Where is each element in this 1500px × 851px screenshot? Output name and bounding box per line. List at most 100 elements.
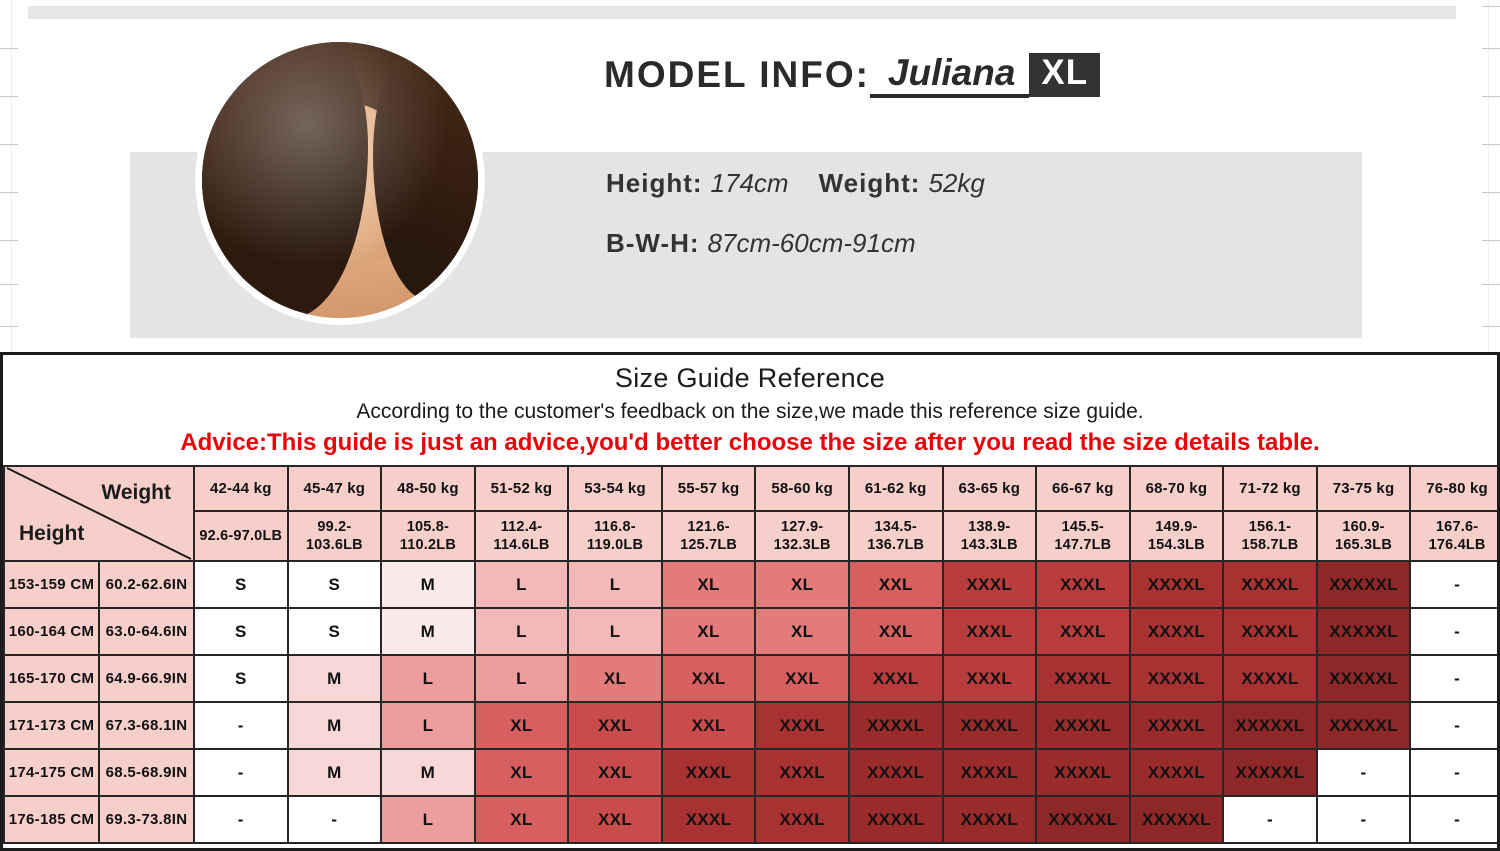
- weight-lb-header-row: 92.6-97.0LB 99.2- 103.6LB 105.8- 110.2LB 112.…: [4, 510, 1497, 562]
- size-chart-head: Weight Height 42-44 kg 45-47 kg 48-50 kg 51…: [3, 465, 1497, 562]
- size-cell-r6-c6: XXXL: [660, 795, 757, 844]
- weight-col-lb-14: 167.6- 176.4LB: [1409, 510, 1497, 562]
- table-row: 160-164 CM 63.0-64.6IN S S M L L XL XL XXL XXXL XXX…: [3, 607, 1497, 656]
- diagonal-divider-icon: [6, 467, 192, 560]
- model-height-weight-row: Height: 174cm Weight: 52kg: [606, 168, 985, 199]
- height-cm-3: 165-170 CM: [3, 654, 100, 703]
- weight-col-kg-10: 66-67 kg: [1035, 465, 1131, 512]
- size-cell-r6-c9: XXXXL: [941, 795, 1038, 844]
- right-ruler-ticks: [1470, 0, 1500, 352]
- height-in-6: 69.3-73.8IN: [98, 795, 195, 844]
- size-cell-r1-c5: L: [567, 560, 663, 609]
- size-cell-r6-c1: -: [193, 795, 289, 844]
- size-cell-r2-c13: XXXXXL: [1315, 607, 1412, 656]
- size-cell-r1-c4: L: [473, 560, 570, 609]
- size-cell-r2-c7: XL: [754, 607, 850, 656]
- size-cell-r5-c4: XL: [473, 748, 570, 797]
- size-cell-r6-c8: XXXXL: [847, 795, 944, 844]
- size-cell-r6-c13: -: [1315, 795, 1412, 844]
- size-cell-r2-c6: XL: [660, 607, 757, 656]
- size-cell-r1-c2: S: [286, 560, 383, 609]
- weight-col-kg-14: 76-80 kg: [1409, 465, 1497, 512]
- size-cell-r4-c5: XXL: [567, 701, 663, 750]
- size-cell-r2-c14: -: [1409, 607, 1497, 656]
- weight-col-lb-12: 156.1- 158.7LB: [1222, 510, 1318, 562]
- size-cell-r5-c1: -: [193, 748, 289, 797]
- size-cell-r6-c2: -: [286, 795, 383, 844]
- model-avatar-photo: [196, 36, 484, 324]
- height-label: Height:: [606, 168, 703, 198]
- size-cell-r2-c11: XXXXL: [1128, 607, 1225, 656]
- weight-col-kg-7: 58-60 kg: [754, 465, 850, 512]
- size-cell-r5-c6: XXXL: [660, 748, 757, 797]
- size-cell-r5-c11: XXXXL: [1128, 748, 1225, 797]
- model-info-section: MODEL INFO: Juliana XL Height: 174cm Weigh…: [0, 0, 1500, 352]
- size-cell-r1-c6: XL: [660, 560, 757, 609]
- model-info-label: MODEL INFO:: [604, 54, 870, 95]
- weight-value: 52kg: [928, 168, 985, 198]
- size-cell-r5-c5: XXL: [567, 748, 663, 797]
- size-cell-r1-c1: S: [193, 560, 289, 609]
- table-row: 165-170 CM 64.9-66.9IN S M L L XL XXL XXL XXXL XXX…: [3, 654, 1497, 703]
- weight-col-lb-4: 112.4- 114.6LB: [473, 510, 570, 562]
- size-cell-r2-c1: S: [193, 607, 289, 656]
- size-cell-r4-c12: XXXXXL: [1222, 701, 1318, 750]
- size-cell-r1-c11: XXXXL: [1128, 560, 1225, 609]
- weight-col-lb-10: 145.5- 147.7LB: [1035, 510, 1131, 562]
- table-row: 153-159 CM 60.2-62.6IN S S M L L XL XL XXL XXXL XXX…: [3, 560, 1497, 609]
- size-guide-card: Size Guide Reference According to the cu…: [0, 352, 1500, 851]
- weight-col-kg-13: 73-75 kg: [1315, 465, 1412, 512]
- size-cell-r3-c8: XXXL: [847, 654, 944, 703]
- size-cell-r1-c3: M: [380, 560, 476, 609]
- size-cell-r2-c4: L: [473, 607, 570, 656]
- size-cell-r3-c3: L: [380, 654, 476, 703]
- left-ruler-ticks: [0, 0, 30, 352]
- weight-col-lb-8: 134.5- 136.7LB: [847, 510, 944, 562]
- model-size-badge: XL: [1029, 53, 1101, 97]
- size-cell-r3-c12: XXXXL: [1222, 654, 1318, 703]
- top-decorative-strip: [28, 6, 1456, 19]
- weight-col-kg-4: 51-52 kg: [473, 465, 570, 512]
- weight-col-kg-5: 53-54 kg: [567, 465, 663, 512]
- size-cell-r3-c11: XXXXL: [1128, 654, 1225, 703]
- size-cell-r4-c11: XXXXL: [1128, 701, 1225, 750]
- weight-col-lb-7: 127.9- 132.3LB: [754, 510, 850, 562]
- size-cell-r1-c7: XL: [754, 560, 850, 609]
- height-in-2: 63.0-64.6IN: [98, 607, 195, 656]
- size-cell-r6-c14: -: [1409, 795, 1497, 844]
- size-cell-r4-c14: -: [1409, 701, 1497, 750]
- weight-col-lb-13: 160.9- 165.3LB: [1315, 510, 1412, 562]
- weight-col-kg-11: 68-70 kg: [1128, 465, 1225, 512]
- weight-col-kg-6: 55-57 kg: [660, 465, 757, 512]
- size-cell-r3-c1: S: [193, 654, 289, 703]
- weight-col-lb-6: 121.6- 125.7LB: [660, 510, 757, 562]
- bwh-value: 87cm-60cm-91cm: [707, 228, 916, 258]
- height-in-3: 64.9-66.9IN: [98, 654, 195, 703]
- weight-col-lb-9: 138.9- 143.3LB: [941, 510, 1038, 562]
- size-cell-r4-c13: XXXXXL: [1315, 701, 1412, 750]
- size-cell-r4-c3: L: [380, 701, 476, 750]
- size-cell-r4-c10: XXXXL: [1035, 701, 1131, 750]
- size-cell-r3-c4: L: [473, 654, 570, 703]
- weight-col-kg-1: 42-44 kg: [193, 465, 289, 512]
- weight-col-lb-3: 105.8- 110.2LB: [380, 510, 476, 562]
- size-guide-advice: Advice:This guide is just an advice,you'…: [180, 429, 1320, 456]
- size-cell-r4-c4: XL: [473, 701, 570, 750]
- size-cell-r4-c1: -: [193, 701, 289, 750]
- model-name-underlined: Juliana: [869, 52, 1030, 98]
- size-cell-r3-c9: XXXL: [941, 654, 1038, 703]
- size-cell-r6-c12: -: [1222, 795, 1318, 844]
- size-cell-r3-c13: XXXXXL: [1315, 654, 1412, 703]
- size-cell-r1-c8: XXL: [847, 560, 944, 609]
- weight-col-kg-3: 48-50 kg: [380, 465, 476, 512]
- size-chart-body: 153-159 CM 60.2-62.6IN S S M L L XL XL XXL XXXL XXX…: [3, 560, 1497, 844]
- size-cell-r6-c4: XL: [473, 795, 570, 844]
- size-cell-r5-c10: XXXXL: [1035, 748, 1131, 797]
- height-cm-6: 176-185 CM: [3, 795, 100, 844]
- size-cell-r2-c2: S: [286, 607, 383, 656]
- weight-col-kg-2: 45-47 kg: [286, 465, 383, 512]
- size-cell-r5-c7: XXXL: [754, 748, 850, 797]
- height-cm-2: 160-164 CM: [3, 607, 100, 656]
- weight-col-kg-8: 61-62 kg: [847, 465, 944, 512]
